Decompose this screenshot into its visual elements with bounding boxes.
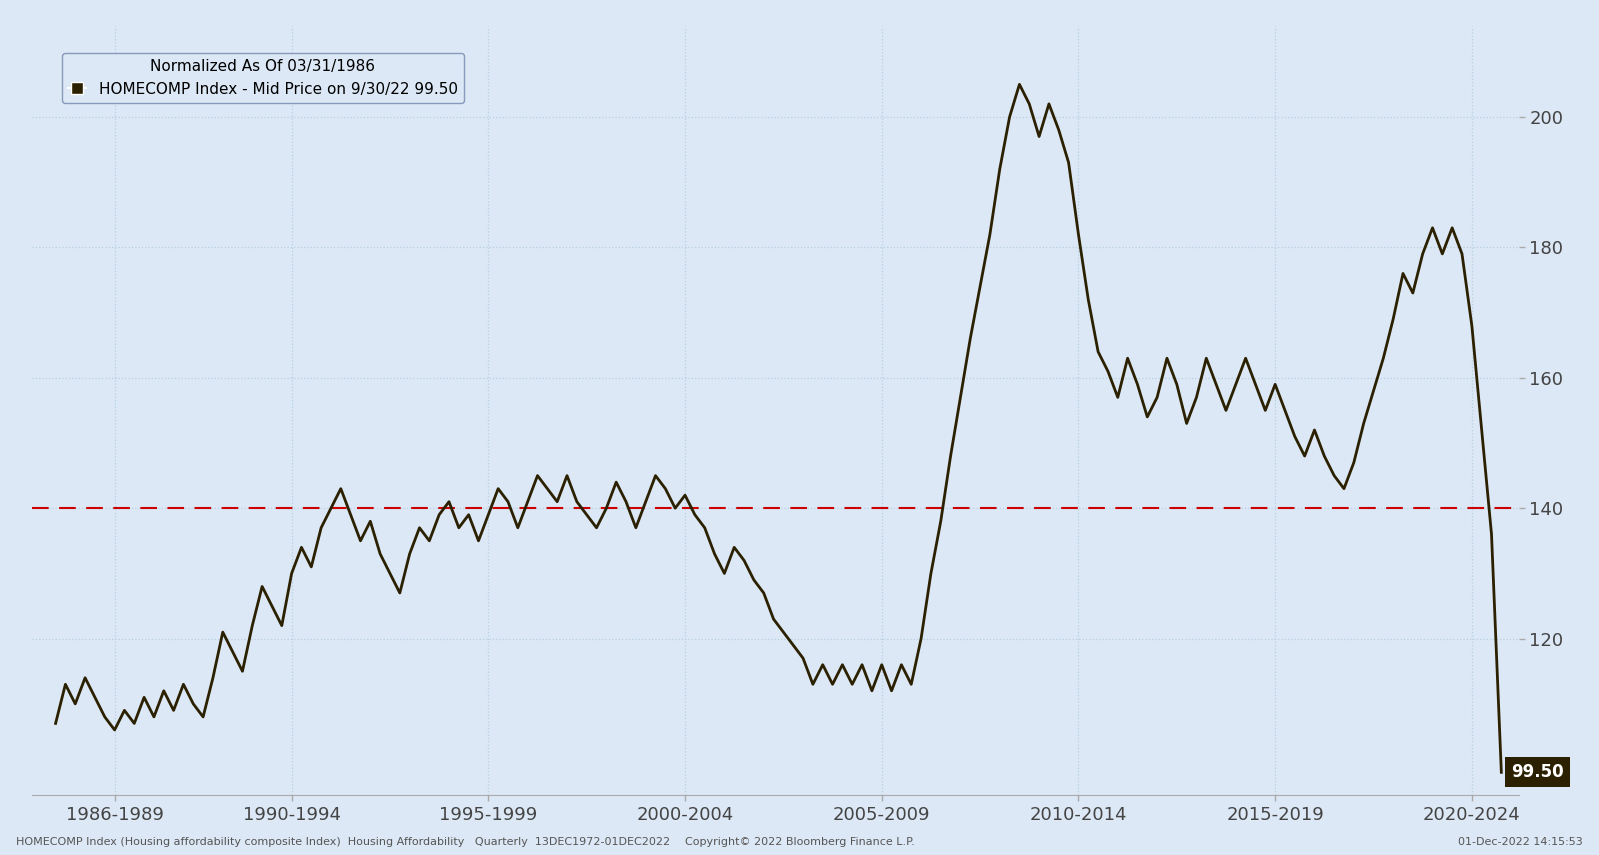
Text: 01-Dec-2022 14:15:53: 01-Dec-2022 14:15:53 [1458, 837, 1583, 846]
Text: HOMECOMP Index (Housing affordability composite Index)  Housing Affordability   : HOMECOMP Index (Housing affordability co… [16, 837, 670, 846]
Legend: HOMECOMP Index - Mid Price on 9/30/22 99.50: HOMECOMP Index - Mid Price on 9/30/22 99… [62, 52, 464, 103]
Text: Copyright© 2022 Bloomberg Finance L.P.: Copyright© 2022 Bloomberg Finance L.P. [684, 837, 915, 846]
Text: 99.50: 99.50 [1511, 764, 1564, 781]
